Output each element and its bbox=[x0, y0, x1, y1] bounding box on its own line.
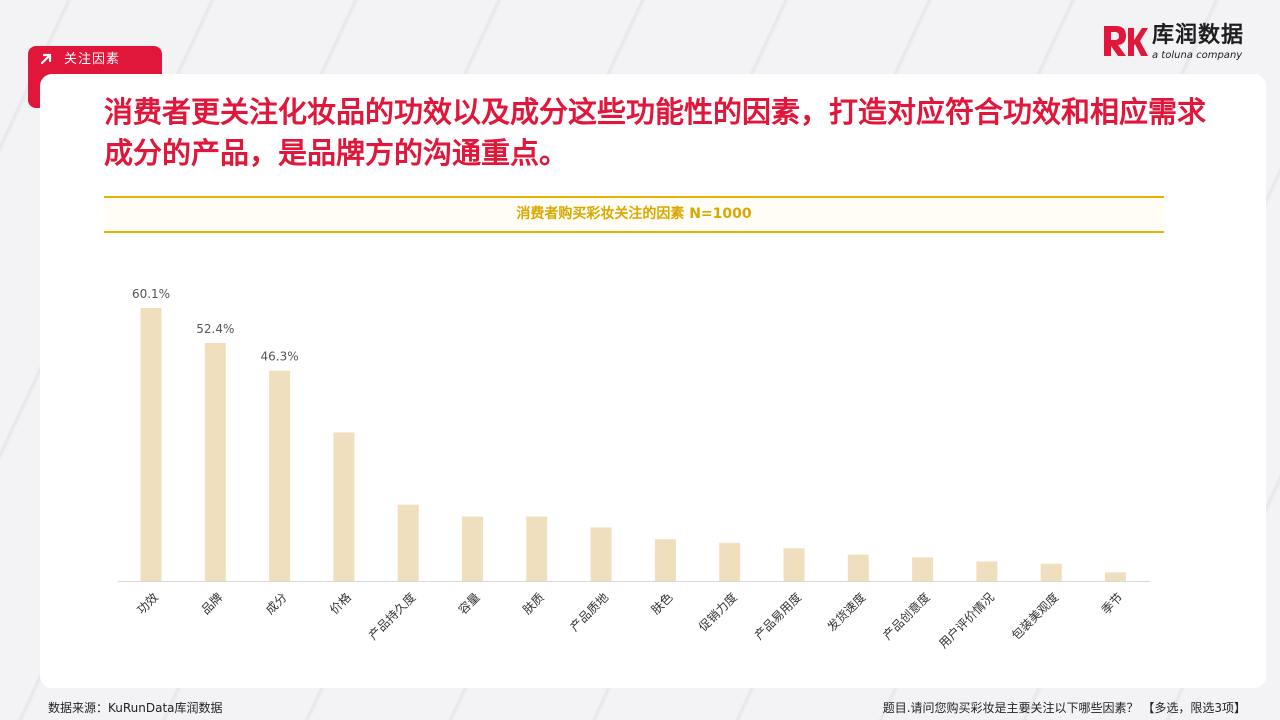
x-tick-label-11: 发货速度 bbox=[824, 590, 869, 635]
chart-title-band: 消费者购买彩妆关注的因素 N=1000 bbox=[104, 196, 1164, 233]
section-tag-label: 关注因素 bbox=[64, 52, 121, 67]
x-tick-label-7: 产品质地 bbox=[567, 590, 611, 634]
data-label-1: 52.4% bbox=[196, 322, 234, 336]
x-tick-label-1: 品牌 bbox=[199, 590, 226, 617]
bar-8 bbox=[654, 539, 676, 581]
x-tick-label-0: 功效 bbox=[134, 590, 162, 618]
bar-10 bbox=[783, 548, 805, 581]
x-tick-label-8: 肤色 bbox=[648, 590, 676, 618]
brand-logo-mark bbox=[1104, 26, 1148, 56]
x-tick-label-14: 包装美观度 bbox=[1008, 590, 1061, 643]
bar-4 bbox=[397, 504, 419, 581]
survey-question-note: 题目.请问您购买彩妆是主要关注以下哪些因素？ 【多选，限选3项】 bbox=[882, 701, 1246, 715]
bar-13 bbox=[976, 561, 998, 581]
x-tick-label-4: 产品持久度 bbox=[365, 590, 418, 643]
bar-12 bbox=[912, 557, 934, 581]
bar-3 bbox=[333, 432, 355, 581]
bar-14 bbox=[1040, 563, 1062, 581]
x-tick-label-5: 容量 bbox=[455, 590, 483, 618]
content-card bbox=[40, 74, 1266, 688]
x-tick-label-10: 产品易用度 bbox=[751, 590, 804, 643]
bar-15 bbox=[1105, 572, 1126, 581]
arrow-up-right-icon bbox=[40, 53, 52, 65]
bar-6 bbox=[526, 516, 548, 581]
bar-5 bbox=[462, 516, 483, 581]
bar-9 bbox=[719, 542, 741, 581]
bar-0 bbox=[140, 308, 162, 581]
page-headline: 消费者更关注化妆品的功效以及成分这些功能性的因素，打造对应符合功效和相应需求成分… bbox=[104, 95, 1207, 170]
x-tick-label-15: 季节 bbox=[1099, 590, 1126, 617]
x-tick-label-9: 促销力度 bbox=[695, 590, 740, 635]
data-source-note: 数据来源：KuRunData库润数据 bbox=[48, 701, 223, 715]
bar-1 bbox=[204, 342, 226, 581]
x-tick-label-12: 产品创意度 bbox=[880, 590, 933, 643]
bar-2 bbox=[269, 370, 291, 581]
brand-name: 库润数据 bbox=[1152, 23, 1245, 48]
x-tick-label-13: 用户评价情况 bbox=[935, 590, 997, 652]
brand-tagline: a toluna company bbox=[1152, 50, 1243, 61]
chart-title: 消费者购买彩妆关注的因素 N=1000 bbox=[516, 206, 752, 222]
x-tick-label-6: 肤质 bbox=[519, 590, 547, 618]
x-tick-label-3: 价格 bbox=[326, 590, 354, 618]
data-label-2: 46.3% bbox=[261, 350, 299, 364]
data-label-0: 60.1% bbox=[132, 287, 170, 301]
bar-11 bbox=[847, 554, 869, 581]
bar-7 bbox=[590, 527, 612, 581]
x-tick-label-2: 成分 bbox=[263, 590, 290, 617]
